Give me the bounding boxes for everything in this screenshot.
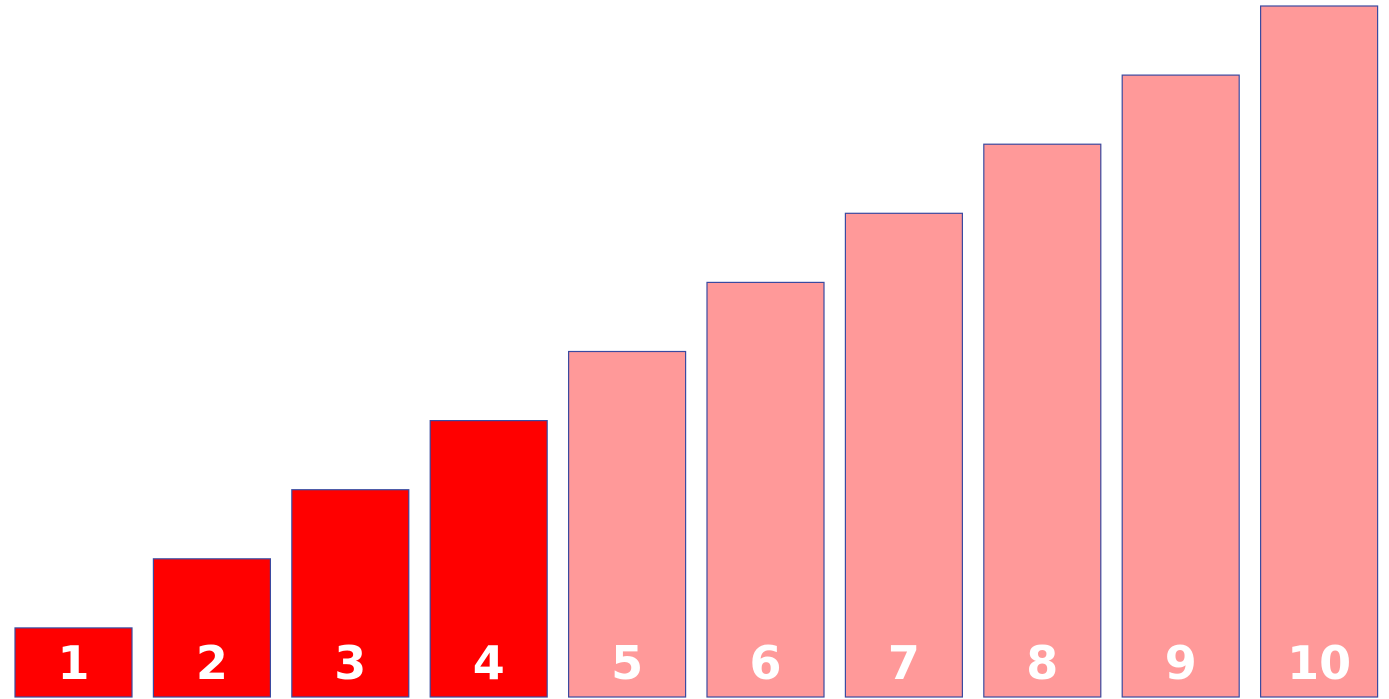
bar-10 xyxy=(1259,5,1379,698)
bar-label-8: 8 xyxy=(1026,636,1058,690)
bar-label-1: 1 xyxy=(57,636,89,690)
bars-group xyxy=(14,5,1379,698)
bar-label-5: 5 xyxy=(611,636,643,690)
bar-1 xyxy=(14,627,133,698)
bar-4 xyxy=(429,420,548,698)
bar-label-6: 6 xyxy=(749,636,781,690)
bar-label-10: 10 xyxy=(1287,636,1351,690)
bar-label-2: 2 xyxy=(196,636,228,690)
bar-2 xyxy=(152,558,271,698)
bar-label-3: 3 xyxy=(334,636,366,690)
bar-7 xyxy=(844,212,964,698)
bar-3 xyxy=(291,489,410,698)
bar-9 xyxy=(1121,74,1240,698)
bar-labels-group: 1 2 3 4 5 6 7 8 9 10 xyxy=(57,636,1351,690)
bar-6 xyxy=(706,281,825,698)
bar-label-7: 7 xyxy=(888,636,920,690)
bar-label-9: 9 xyxy=(1165,636,1197,690)
bar-8 xyxy=(983,143,1102,698)
bar-5 xyxy=(567,350,687,698)
bar-label-4: 4 xyxy=(473,636,505,690)
